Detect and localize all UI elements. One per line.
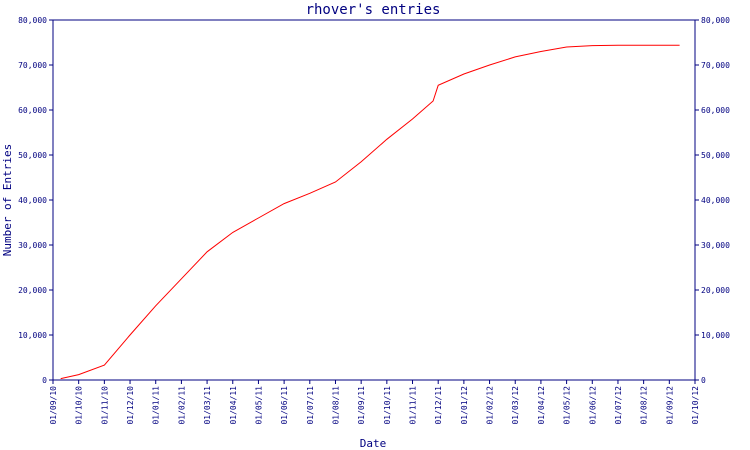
plot-frame xyxy=(52,19,696,381)
y-tick-label-right: 20,000 xyxy=(701,286,730,295)
x-tick-label: 01/11/11 xyxy=(409,386,418,425)
y-tick-label-left: 10,000 xyxy=(18,331,47,340)
x-tick-label: 01/07/11 xyxy=(306,386,315,425)
y-tick-label-right: 70,000 xyxy=(701,61,730,70)
x-tick-label: 01/08/11 xyxy=(331,386,340,425)
x-tick-label: 01/09/10 xyxy=(49,386,58,425)
y-tick-label-right: 0 xyxy=(701,376,706,385)
y-axis-label: Number of Entries xyxy=(1,144,14,257)
x-tick-label: 01/10/10 xyxy=(75,386,84,425)
x-tick-label: 01/12/10 xyxy=(126,386,135,425)
x-tick-label: 01/04/12 xyxy=(537,386,546,425)
x-tick-label: 01/06/11 xyxy=(280,386,289,425)
x-tick-label: 01/03/12 xyxy=(511,386,520,425)
x-tick-label: 01/11/10 xyxy=(100,386,109,425)
x-tick-label: 01/12/11 xyxy=(434,386,443,425)
y-tick-label-right: 60,000 xyxy=(701,106,730,115)
x-tick-label: 01/02/11 xyxy=(177,386,186,425)
y-tick-label-right: 80,000 xyxy=(701,16,730,25)
x-tick-label: 01/10/12 xyxy=(691,386,700,425)
x-tick-label: 01/10/11 xyxy=(383,386,392,425)
y-tick-label-left: 40,000 xyxy=(18,196,47,205)
chart-title: rhover's entries xyxy=(306,2,441,18)
y-tick-label-right: 10,000 xyxy=(701,331,730,340)
y-tick-label-right: 40,000 xyxy=(701,196,730,205)
x-tick-label: 01/01/11 xyxy=(152,386,161,425)
x-tick-label: 01/09/12 xyxy=(665,386,674,425)
x-tick-label: 01/02/12 xyxy=(486,386,495,425)
y-tick-label-left: 20,000 xyxy=(18,286,47,295)
x-tick-label: 01/01/12 xyxy=(460,386,469,425)
series-line xyxy=(60,44,680,380)
x-tick-label: 01/05/11 xyxy=(254,386,263,425)
x-tick-label: 01/07/12 xyxy=(614,386,623,425)
y-tick-label-left: 70,000 xyxy=(18,61,47,70)
x-axis-label: Date xyxy=(360,437,387,450)
x-tick-label: 01/03/11 xyxy=(203,386,212,425)
y-tick-label-left: 80,000 xyxy=(18,16,47,25)
y-tick-label-right: 30,000 xyxy=(701,241,730,250)
x-tick-label: 01/04/11 xyxy=(229,386,238,425)
x-tick-label: 01/09/11 xyxy=(357,386,366,425)
x-tick-label: 01/08/12 xyxy=(640,386,649,425)
y-tick-label-left: 60,000 xyxy=(18,106,47,115)
y-tick-label-left: 0 xyxy=(42,376,47,385)
y-tick-label-left: 30,000 xyxy=(18,241,47,250)
x-tick-label: 01/06/12 xyxy=(588,386,597,425)
y-tick-label-right: 50,000 xyxy=(701,151,730,160)
x-tick-label: 01/05/12 xyxy=(563,386,572,425)
plot-area: 0 0 10,000 10,000 20,000 20,000 30,000 30,000 40… xyxy=(18,16,730,425)
y-tick-label-left: 50,000 xyxy=(18,151,47,160)
